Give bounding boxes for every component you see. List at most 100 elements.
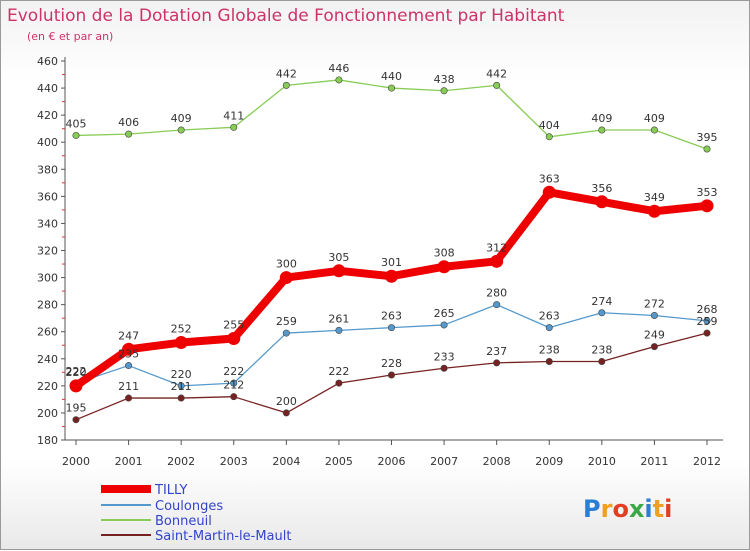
data-point	[545, 357, 553, 365]
data-point	[595, 195, 609, 209]
data-point	[545, 133, 553, 141]
data-point	[335, 76, 343, 84]
data-point	[69, 379, 83, 393]
data-labels-layer: 220 247 252 255 300 305 301 308 312 363 356 349 353 2…	[66, 62, 718, 415]
data-point	[125, 362, 133, 370]
x-tick-label: 2010	[588, 455, 616, 468]
data-point	[335, 379, 343, 387]
x-tick-label: 2000	[62, 455, 90, 468]
logo-letter: r	[601, 495, 613, 523]
x-tick-label: 2005	[325, 455, 353, 468]
legend-label: TILLY	[154, 483, 188, 498]
x-tick-label: 2004	[272, 455, 300, 468]
data-label: 440	[381, 70, 402, 83]
data-point	[703, 145, 711, 153]
data-label: 261	[328, 312, 349, 325]
series-layer	[69, 76, 714, 424]
data-point	[545, 324, 553, 332]
x-tick-label: 2012	[693, 455, 721, 468]
series-tilly	[69, 185, 714, 393]
data-point	[493, 301, 501, 309]
logo-letter: P	[583, 495, 601, 523]
data-label: 220	[66, 366, 87, 379]
data-point	[282, 329, 290, 337]
y-tick-label: 320	[37, 245, 58, 258]
y-tick-label: 420	[37, 109, 58, 122]
data-point	[440, 321, 448, 329]
x-tick-label: 2007	[430, 455, 458, 468]
data-point	[493, 359, 501, 367]
data-point	[230, 379, 238, 387]
legend-label: Saint-Martin-le-Mault	[155, 529, 291, 544]
logo-letter: i	[644, 495, 652, 523]
data-label: 274	[591, 295, 612, 308]
data-point	[650, 311, 658, 319]
data-label: 249	[644, 329, 665, 342]
data-point	[230, 393, 238, 401]
data-point	[122, 342, 136, 356]
x-tick-label: 2002	[167, 455, 195, 468]
data-label: 220	[171, 368, 192, 381]
data-label: 312	[486, 241, 507, 254]
data-label: 247	[118, 329, 139, 342]
y-tick-label: 180	[37, 434, 58, 447]
data-point	[598, 357, 606, 365]
data-point	[230, 123, 238, 131]
data-point	[493, 81, 501, 89]
data-point	[282, 409, 290, 417]
data-point	[437, 260, 451, 274]
data-point	[650, 126, 658, 134]
axes: 180 200 220 240 260 280 300 320 340 360 380 400 420 4…	[37, 55, 723, 468]
data-label: 353	[697, 186, 718, 199]
y-tick-label: 220	[37, 380, 58, 393]
y-tick-label: 360	[37, 190, 58, 203]
logo-letter: t	[653, 495, 664, 523]
data-point	[174, 336, 188, 350]
data-point	[125, 394, 133, 402]
data-label: 255	[223, 318, 244, 331]
data-label: 222	[223, 365, 244, 378]
y-tick-label: 260	[37, 326, 58, 339]
data-label: 211	[118, 380, 139, 393]
y-tick-label: 280	[37, 299, 58, 312]
data-point	[72, 416, 80, 424]
logo-letter: i	[664, 495, 672, 523]
data-label: 280	[486, 287, 507, 300]
data-label: 446	[328, 62, 349, 75]
data-label: 409	[644, 112, 665, 125]
data-point	[332, 264, 346, 278]
x-tick-label: 2006	[378, 455, 406, 468]
data-label: 222	[66, 365, 87, 378]
data-label: 442	[486, 67, 507, 80]
data-label: 405	[66, 117, 87, 130]
data-label: 200	[276, 395, 297, 408]
data-label: 438	[434, 73, 455, 86]
data-label: 235	[118, 348, 139, 361]
logo-text: Proxiti	[583, 495, 672, 523]
proxiti-logo: Proxiti	[583, 495, 672, 523]
data-label: 263	[381, 310, 402, 323]
data-point	[703, 329, 711, 337]
data-point	[598, 126, 606, 134]
data-label: 301	[381, 256, 402, 269]
data-label: 212	[223, 379, 244, 392]
chart-subtitle: (en € et par an)	[27, 30, 113, 43]
data-label: 404	[539, 119, 560, 132]
data-point	[282, 81, 290, 89]
data-label: 411	[223, 109, 244, 122]
x-tick-label: 2009	[535, 455, 563, 468]
data-point	[385, 269, 398, 283]
data-label: 263	[539, 310, 560, 323]
y-tick-label: 240	[37, 353, 58, 366]
x-tick-label: 2003	[220, 455, 248, 468]
data-label: 238	[591, 343, 612, 356]
x-tick-label: 2001	[115, 455, 143, 468]
data-point	[387, 324, 395, 332]
data-point	[125, 130, 133, 138]
data-point	[227, 331, 241, 345]
series-bonneuil	[72, 76, 711, 153]
logo-letter: o	[612, 495, 629, 523]
data-point	[490, 254, 504, 268]
